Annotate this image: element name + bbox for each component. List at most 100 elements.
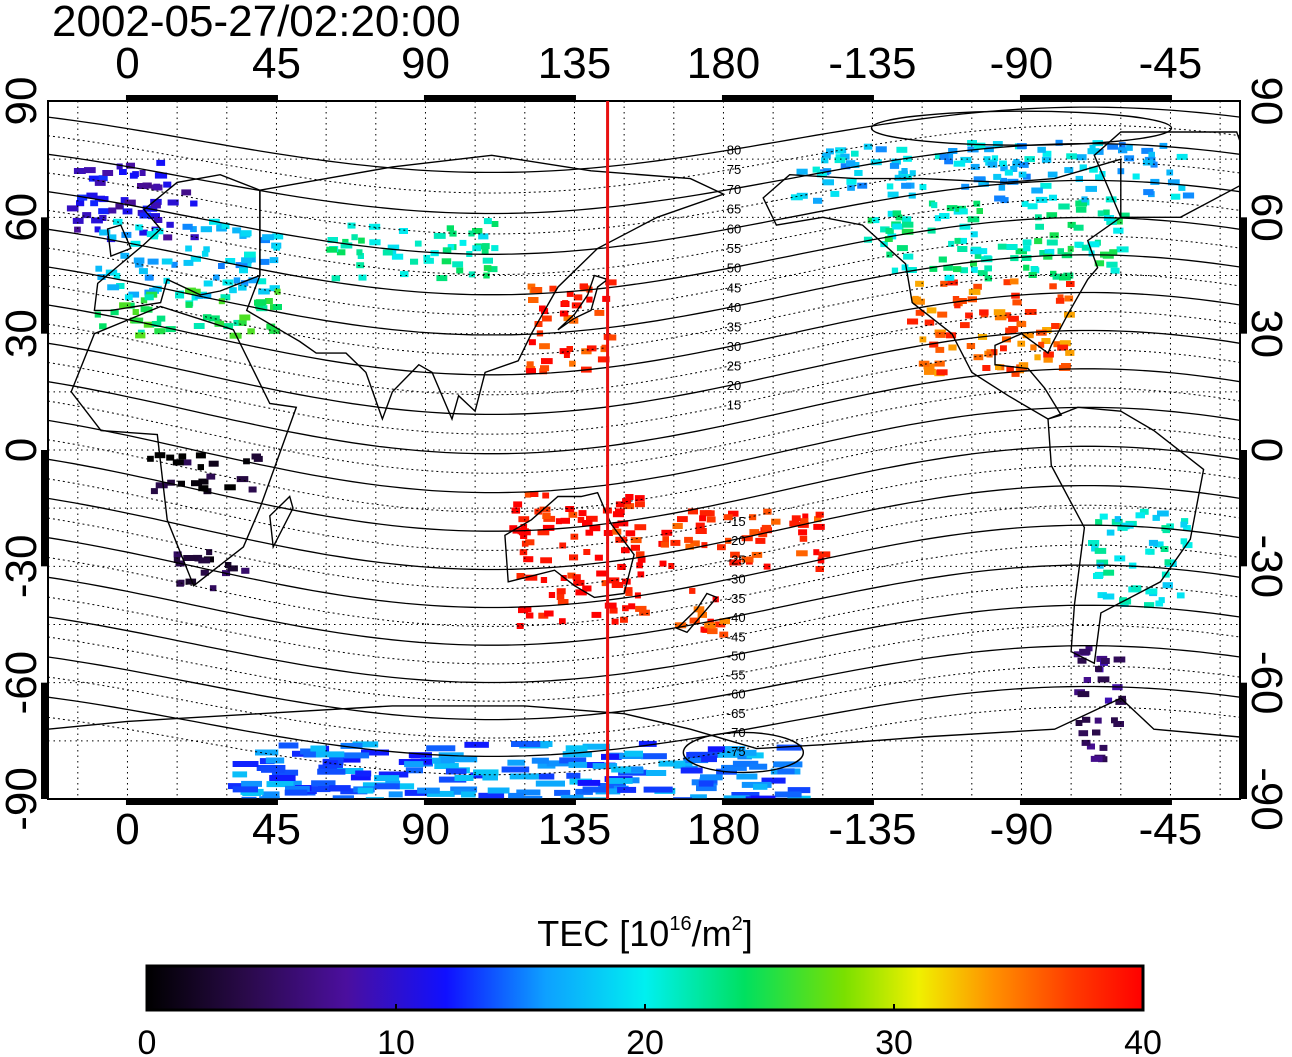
tec-cell [938, 256, 947, 263]
tec-cell [483, 272, 490, 279]
lon-scale-bar [1021, 95, 1171, 101]
tec-cell [688, 751, 718, 758]
tec-cell [374, 783, 400, 790]
bottom-lon-label: 180 [687, 805, 760, 854]
tec-cell [761, 524, 772, 531]
tec-cell [66, 205, 79, 212]
map-title: 2002-05-27/02:20:00 [52, 0, 461, 46]
tec-cell [414, 240, 422, 247]
tec-cell [617, 786, 637, 793]
tec-cell [442, 247, 452, 254]
tec-cell [559, 618, 566, 625]
tec-cell [791, 515, 801, 522]
tec-cell [1097, 592, 1107, 599]
tec-cell [970, 163, 980, 170]
tec-cell [1103, 209, 1110, 216]
tec-cell [936, 369, 948, 376]
tec-cell [144, 294, 154, 301]
tec-cell [175, 292, 185, 299]
tec-cell [763, 563, 771, 570]
tec-cell [1113, 721, 1124, 727]
tec-cell [1048, 194, 1057, 201]
tec-cell [556, 588, 566, 595]
tec-cell [721, 764, 747, 771]
coastline-australia [504, 491, 635, 599]
tec-cell [539, 506, 551, 513]
tec-cell [190, 255, 201, 262]
tec-cell [516, 789, 541, 796]
tec-cell [185, 578, 197, 585]
tec-cell [943, 264, 953, 271]
coastline-europe [93, 173, 261, 312]
lon-scale-bar [425, 799, 575, 805]
tec-cell [249, 256, 256, 263]
tec-cell [472, 228, 483, 234]
tec-cell [99, 229, 111, 236]
tec-cell [518, 516, 530, 523]
tec-cell [684, 536, 693, 543]
tec-cell [615, 536, 628, 543]
tec-cell [755, 537, 766, 544]
contour-label: -55 [727, 668, 746, 683]
tec-cell [1027, 203, 1038, 210]
coastline-south-america [1047, 406, 1205, 665]
coastline-greenland [1093, 131, 1240, 218]
tec-cell [445, 768, 467, 775]
tec-cell [959, 223, 971, 230]
tec-cell [1176, 153, 1188, 160]
tec-cell [148, 213, 160, 220]
tec-cell [542, 513, 551, 519]
tec-cell [107, 284, 120, 291]
tec-cell [821, 157, 829, 164]
tec-cell [615, 508, 625, 515]
tec-cell [94, 179, 106, 186]
tec-cell [758, 531, 768, 538]
colorbar-ticks: 0 10 20 30 40 [138, 1004, 1162, 1057]
tec-cell [138, 268, 148, 275]
tec-cell [934, 360, 945, 367]
tec-cell [1081, 244, 1092, 251]
tec-cell [816, 171, 827, 178]
tec-cell [198, 478, 209, 485]
bottom-lon-label: 90 [401, 805, 450, 854]
tec-cell [690, 794, 707, 799]
tec-cell [388, 791, 403, 798]
tec-cell [241, 780, 262, 787]
tec-cell [887, 210, 895, 217]
tec-cell [944, 274, 955, 281]
tec-cell [566, 290, 574, 297]
tec-cell [812, 166, 820, 173]
tec-cell [1112, 218, 1123, 225]
tec-cell [568, 761, 588, 768]
tec-cell [954, 237, 961, 244]
tec-cell [262, 234, 274, 241]
tec-cell [611, 766, 632, 773]
tec-cell [573, 579, 585, 586]
tec-cell [578, 510, 587, 517]
tec-cell [1043, 356, 1053, 363]
tec-cell [677, 516, 688, 523]
tec-cell [225, 258, 236, 264]
lat-scale-bar [41, 217, 48, 334]
contour-label: 65 [727, 202, 741, 217]
tec-cell [524, 491, 532, 498]
tec-cell [229, 287, 237, 294]
tec-cell [369, 239, 381, 246]
tec-cell [1099, 744, 1108, 751]
tec-cell [730, 551, 740, 558]
tec-cell [1046, 212, 1058, 219]
tec-cell [84, 167, 96, 174]
tec-cell [948, 240, 955, 247]
tec-cell [365, 797, 384, 799]
tec-cell [1158, 597, 1165, 604]
tec-cell [737, 749, 757, 756]
tec-cell [426, 745, 456, 752]
tec-cell [749, 763, 768, 770]
contour-label: 45 [727, 280, 741, 295]
lon-scale-bar [127, 799, 277, 805]
tec-cell [1180, 521, 1188, 528]
magnetic-contour [48, 445, 1240, 532]
tec-cell [1044, 249, 1051, 256]
tec-cell [870, 159, 882, 166]
tec-cell [1012, 299, 1022, 306]
